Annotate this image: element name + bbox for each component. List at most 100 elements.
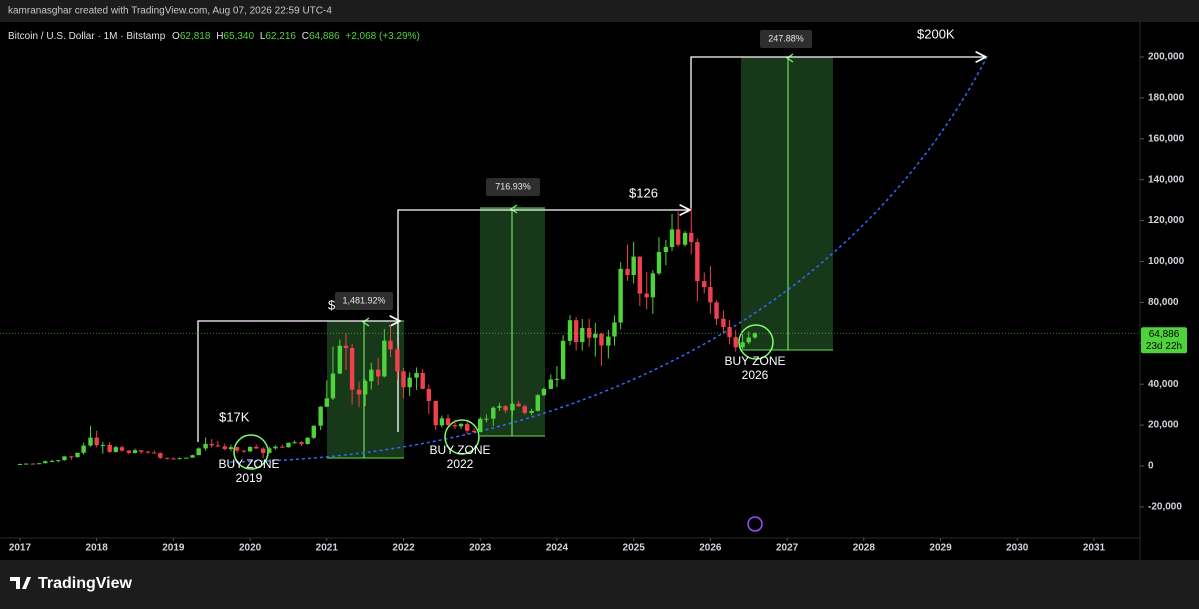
event-icon[interactable] xyxy=(747,516,763,532)
pct-label: 1,481.92% xyxy=(342,295,385,305)
candle-body xyxy=(395,349,400,372)
y-tick-label: 100,000 xyxy=(1148,256,1185,267)
candle-body xyxy=(311,425,316,438)
candle-body xyxy=(196,448,201,456)
candle-body xyxy=(299,442,304,444)
candle-body xyxy=(203,443,208,449)
candle-body xyxy=(682,232,688,245)
candle-body xyxy=(618,268,623,323)
candle-body xyxy=(471,430,477,433)
candle-body xyxy=(222,446,227,450)
candle-body xyxy=(362,381,368,395)
candle-body xyxy=(491,407,496,419)
candle-body xyxy=(30,463,36,465)
path-arrow xyxy=(197,321,400,442)
candle-body xyxy=(62,456,67,461)
ohlc-key: C xyxy=(302,31,309,42)
candle-body xyxy=(554,378,560,380)
candle-body xyxy=(445,418,451,426)
candle-body xyxy=(228,447,234,450)
chart-pane xyxy=(0,22,1199,560)
candle-body xyxy=(273,446,278,449)
candle-body xyxy=(151,452,157,454)
y-tick-label: 180,000 xyxy=(1148,93,1185,104)
change: +2,068 (+3.29%) xyxy=(345,31,420,42)
x-tick-label: 2020 xyxy=(239,543,262,554)
buy-zone-year: 2026 xyxy=(742,368,769,382)
buy-zone-year: 2022 xyxy=(447,457,474,471)
ohlc-value: 62,216 xyxy=(265,31,296,42)
candle-body xyxy=(465,424,470,431)
y-tick-label: 0 xyxy=(1148,461,1154,472)
candle-body xyxy=(650,273,656,298)
symbol-title: Bitcoin / U.S. Dollar · 1M · Bitstamp xyxy=(8,31,166,42)
pct-box xyxy=(335,292,393,310)
candle-body xyxy=(689,232,694,243)
candle-body xyxy=(94,437,99,446)
candle-body xyxy=(43,461,48,464)
target-label: $17K xyxy=(219,409,250,424)
price-tag-price: 64,886 xyxy=(1149,329,1180,340)
drawings: 1,481.92% 716.93% 247.88% $17K $ $126 $2… xyxy=(197,26,988,532)
ohlc-value: 62,818 xyxy=(180,31,211,42)
candle-body xyxy=(158,453,163,458)
candle-body xyxy=(535,395,540,411)
candle-body xyxy=(740,342,745,348)
x-tick-label: 2018 xyxy=(86,543,109,554)
x-tick-label: 2025 xyxy=(623,543,646,554)
candle-body xyxy=(324,398,330,407)
candles xyxy=(0,207,1140,466)
candle-body xyxy=(215,445,221,447)
candle-body xyxy=(88,437,93,446)
y-tick-label: -20,000 xyxy=(1148,502,1182,513)
candle-body xyxy=(369,369,374,382)
candle-body xyxy=(138,450,144,452)
candle-body xyxy=(414,372,419,378)
candle-body xyxy=(573,320,579,343)
pct-box xyxy=(486,178,540,196)
x-tick-label: 2029 xyxy=(929,543,952,554)
candle-body xyxy=(529,410,534,413)
candle-body xyxy=(184,457,189,459)
candle-body xyxy=(388,340,393,350)
buy-zone: BUY ZONE xyxy=(218,457,279,471)
candle-body xyxy=(522,406,527,413)
x-tick-label: 2023 xyxy=(469,543,492,554)
logo-mark xyxy=(10,577,31,589)
candle-body xyxy=(305,437,310,444)
x-tick-label: 2030 xyxy=(1006,543,1029,554)
candle-body xyxy=(426,388,432,401)
candle-body xyxy=(733,337,738,348)
candle-body xyxy=(209,443,214,446)
candle-body xyxy=(439,418,445,426)
x-tick-label: 2027 xyxy=(776,543,799,554)
candle-body xyxy=(497,406,502,408)
candle-body xyxy=(516,403,521,407)
candle-body xyxy=(81,445,86,453)
candle-body xyxy=(330,373,336,399)
candle-body xyxy=(286,442,291,448)
candle-body xyxy=(478,418,483,433)
ohlc-key: L xyxy=(260,31,266,42)
candle-body xyxy=(580,327,585,343)
candle-body xyxy=(292,442,297,444)
ohlc-value: 64,886 xyxy=(309,31,340,42)
candle-body xyxy=(318,406,323,426)
symbol-legend: Bitcoin / U.S. Dollar · 1M · Bitstamp O6… xyxy=(8,31,420,42)
zone-circle xyxy=(444,419,480,455)
candle-body xyxy=(625,268,630,275)
candle-body xyxy=(560,340,566,379)
y-tick-label: 120,000 xyxy=(1148,215,1185,226)
candle-body xyxy=(599,333,604,346)
price-tag-countdown: 23d 22h xyxy=(1146,341,1182,352)
candle-body xyxy=(586,327,592,338)
candle-body xyxy=(746,337,751,343)
candle-body xyxy=(452,425,458,427)
candle-body xyxy=(56,460,61,462)
candle-body xyxy=(656,252,662,274)
candle-body xyxy=(280,446,285,448)
pct-label: 247.88% xyxy=(768,33,804,43)
x-tick-label: 2017 xyxy=(9,543,32,554)
candle-body xyxy=(644,293,649,298)
y-tick-label: 80,000 xyxy=(1148,297,1179,308)
